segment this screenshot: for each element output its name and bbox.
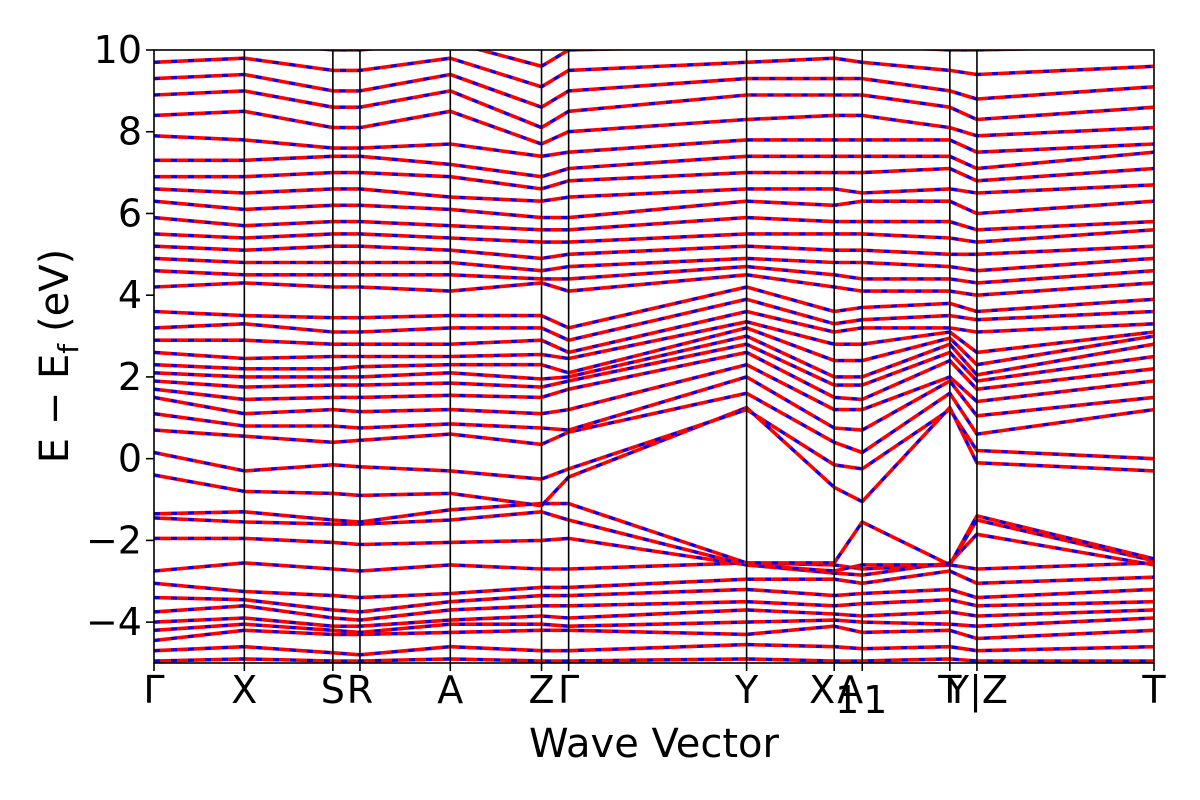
band-line-39 (154, 56, 1154, 89)
band-line-35 (154, 134, 1154, 159)
y-tick-label: 8 (118, 110, 142, 154)
y-tick-label: 6 (118, 191, 142, 235)
band-line-dashed-33 (154, 166, 1154, 191)
y-axis-label: E − Ef (eV) (32, 249, 85, 464)
y-tick-label: 10 (94, 28, 142, 72)
x-tick-label: Z (529, 668, 555, 712)
x-tick-label: A (437, 668, 463, 712)
y-tick-label: 4 (118, 273, 142, 317)
x-tick-label: T (937, 668, 962, 712)
high-symmetry-lines (243, 50, 978, 663)
y-tick-label: −4 (86, 600, 142, 644)
y-axis-label-units: (eV) (32, 249, 78, 332)
x-tick-label: R (347, 668, 373, 712)
band-line-dashed-11 (154, 502, 1154, 567)
band-line-dashed-40 (316, 50, 1042, 68)
x-tick-label: X (231, 668, 257, 712)
band-lines (154, 50, 1154, 663)
band-line-31 (154, 199, 1154, 220)
band-line-11 (154, 501, 1154, 567)
y-axis-label-subscript: f (52, 343, 85, 354)
band-line-5 (154, 597, 1154, 622)
x-tick-label: Γ (558, 668, 579, 712)
y-axis-ticks: 10 8 6 4 2 0 −2 −4 (86, 28, 154, 644)
x-axis-label: Wave Vector (529, 721, 780, 767)
y-tick-label: 0 (118, 437, 142, 481)
x-tick-label: Y|Z (945, 668, 1008, 713)
plot-frame (153, 49, 1155, 664)
x-tick-label-subscript: 1 (863, 678, 887, 722)
band-line-dashed-27 (154, 256, 1154, 273)
x-tick-label: T (1141, 668, 1166, 712)
x-tick-label: Y (734, 668, 759, 712)
y-tick-label: −2 (86, 518, 142, 562)
y-tick-label: 2 (118, 355, 142, 399)
x-tick-label-subscript: 1 (835, 678, 859, 722)
x-tick-label: S (321, 668, 345, 712)
y-axis-label-main: E − E (32, 354, 78, 464)
band-line-12 (154, 405, 1154, 508)
band-line-40 (313, 50, 1055, 69)
x-tick-label: Γ (143, 668, 164, 712)
